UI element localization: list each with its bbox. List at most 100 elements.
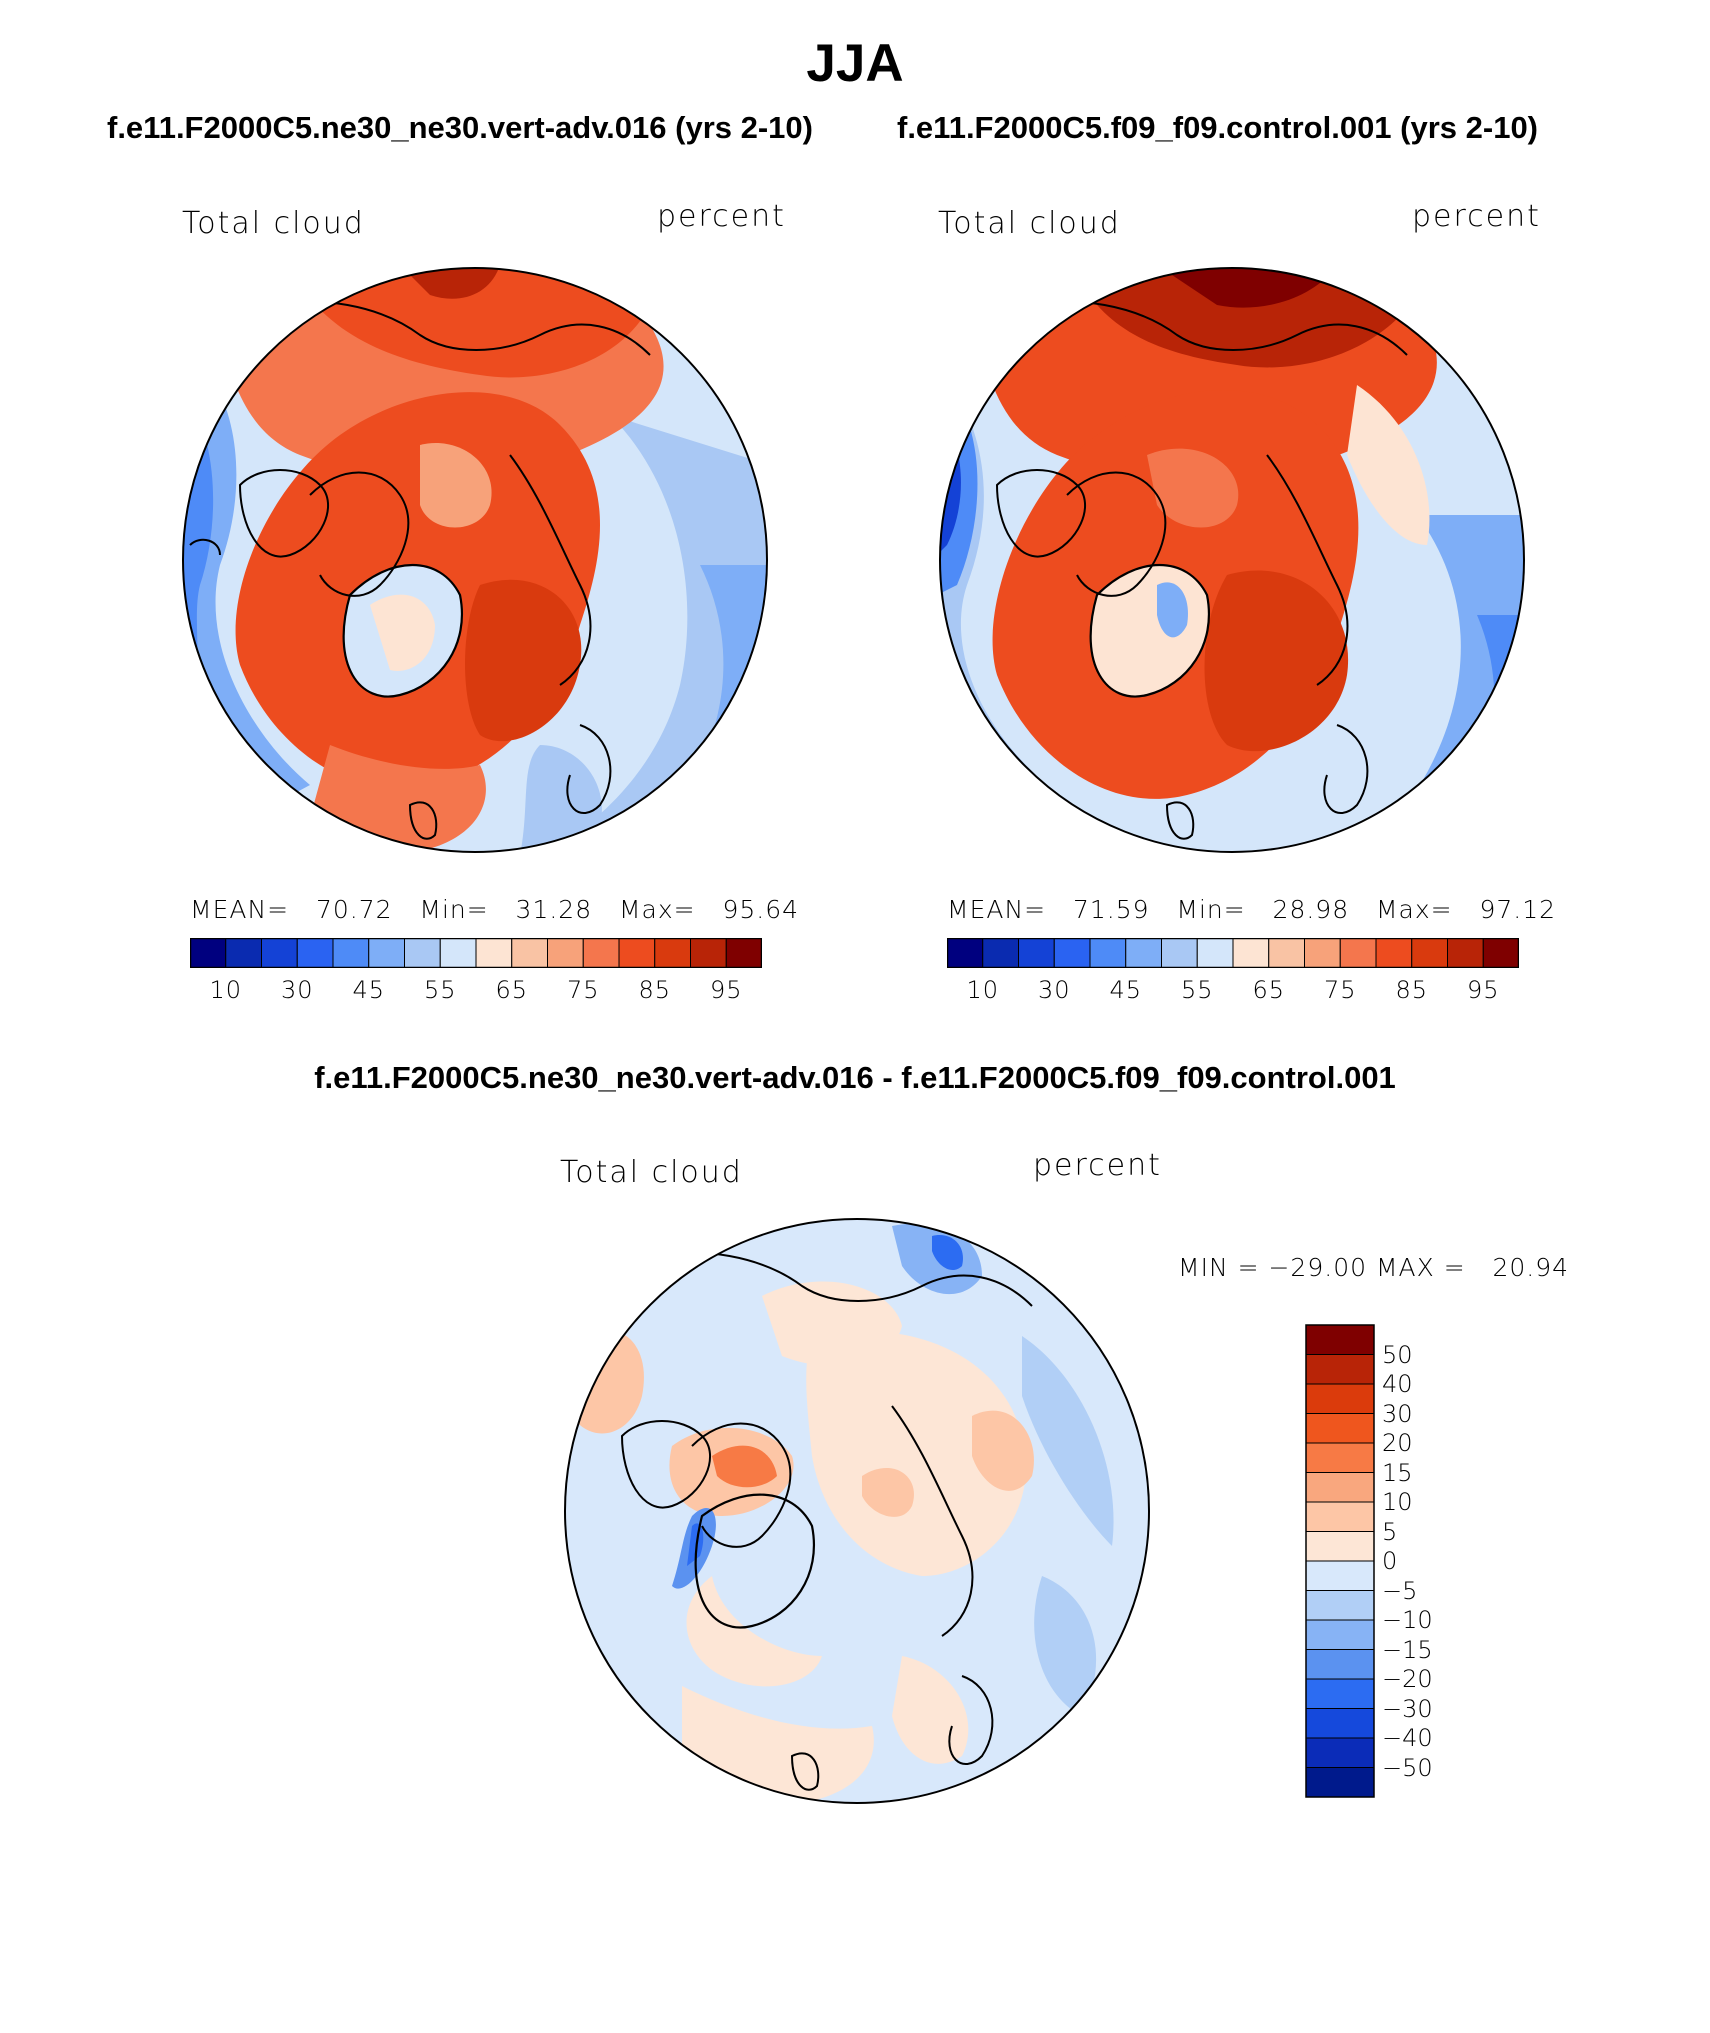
right-case-title: f.e11.F2000C5.f09_f09.control.001 (yrs 2…: [897, 110, 1539, 145]
right-colorbar-box: [1089, 938, 1127, 968]
diff-colorbar-label: 50: [1382, 1340, 1413, 1369]
diff-colorbar-box: [1305, 1678, 1375, 1709]
diff-colorbar-label: −50: [1382, 1753, 1433, 1782]
right-colorbar-box: [1447, 938, 1484, 968]
left-colorbar-tick-label: 45: [352, 976, 386, 1004]
diff-colorbar-box: [1305, 1501, 1375, 1532]
diff-colorbar-label: 15: [1382, 1458, 1413, 1487]
left-colorbar-tick-label: 10: [209, 976, 243, 1004]
diff-colorbar-box: [1305, 1442, 1375, 1473]
right-colorbar: [947, 938, 1519, 968]
diff-colorbar-box: [1305, 1590, 1375, 1621]
right-colorbar-box: [1125, 938, 1162, 968]
left-max-label: Max=: [618, 895, 696, 924]
diff-colorbar-box: [1305, 1413, 1375, 1444]
left-colorbar-box: [332, 938, 370, 968]
left-colorbar-tick-label: 30: [280, 976, 314, 1004]
figure-title: JJA: [806, 34, 904, 93]
diff-colorbar-label: 5: [1382, 1517, 1398, 1546]
right-colorbar-box: [1304, 938, 1341, 968]
diff-case-title: f.e11.F2000C5.ne30_ne30.vert-adv.016 - f…: [314, 1060, 1396, 1095]
diff-colorbar-box: [1305, 1324, 1375, 1355]
left-colorbar-tick-label: 65: [495, 976, 529, 1004]
diff-variable-label: Total cloud: [560, 1155, 743, 1190]
diff-colorbar-label: −20: [1382, 1665, 1433, 1693]
right-colorbar-outline: [947, 938, 1519, 968]
right-colorbar-box: [1375, 938, 1413, 968]
diff-colorbar-box: [1305, 1354, 1375, 1385]
right-colorbar-box: [1053, 938, 1091, 968]
right-colorbar-box: [1482, 938, 1519, 968]
right-variable-label: Total cloud: [938, 206, 1121, 241]
diff-colorbar-label: 30: [1382, 1399, 1413, 1428]
right-colorbar-tick-label: 45: [1109, 976, 1143, 1004]
right-mean-label: MEAN=: [947, 895, 1047, 924]
left-colorbar-box: [618, 938, 656, 968]
diff-units-label: percent: [1033, 1148, 1162, 1183]
diff-colorbar-label: −15: [1382, 1635, 1433, 1664]
right-max-value: 97.12: [1479, 895, 1557, 924]
left-colorbar-box: [225, 938, 262, 968]
left-polar-map: [182, 267, 768, 853]
right-colorbar-tick-label: 75: [1323, 976, 1357, 1004]
diff-colorbar-box: [1305, 1619, 1375, 1650]
left-colorbar-box: [582, 938, 620, 968]
left-colorbar-box: [725, 938, 762, 968]
right-colorbar-tick-label: 55: [1180, 976, 1214, 1004]
left-colorbar-tick-label: 55: [423, 976, 457, 1004]
diff-colorbar-label: −30: [1382, 1694, 1433, 1723]
left-colorbar-box: [475, 938, 513, 968]
left-colorbar-box: [368, 938, 405, 968]
diff-colorbar-box: [1305, 1649, 1375, 1680]
right-colorbar-tick-label: 85: [1395, 976, 1429, 1004]
left-case-title: f.e11.F2000C5.ne30_ne30.vert-adv.016 (yr…: [107, 110, 813, 145]
diff-colorbar-outline: [1305, 1324, 1375, 1798]
diff-min-max: MIN = −29.00 MAX = 20.94: [1178, 1253, 1570, 1282]
right-stats: MEAN= 71.59 Min= 28.98 Max= 97.12: [947, 895, 1556, 924]
right-colorbar-box: [982, 938, 1019, 968]
diff-colorbar-box: [1305, 1708, 1375, 1739]
left-colorbar-tick-label: 95: [709, 976, 743, 1004]
diff-colorbar-box: [1305, 1737, 1375, 1768]
left-colorbar-box: [439, 938, 477, 968]
diff-colorbar-box: [1305, 1472, 1375, 1503]
diff-colorbar: [1305, 1324, 1375, 1798]
diff-colorbar-box: [1305, 1531, 1375, 1562]
right-polar-map: [939, 267, 1525, 853]
left-colorbar-box: [190, 938, 227, 968]
right-colorbar-box: [1018, 938, 1055, 968]
diff-polar-map: [564, 1218, 1150, 1804]
right-colorbar-box: [1339, 938, 1377, 968]
left-colorbar-outline: [190, 938, 762, 968]
left-colorbar-box: [654, 938, 691, 968]
right-colorbar-box: [1196, 938, 1234, 968]
right-min-value: 28.98: [1272, 895, 1350, 924]
right-units-label: percent: [1412, 199, 1541, 234]
right-colorbar-ticks: 10 30 45 55 65 75 85 95: [947, 976, 1519, 1010]
diff-colorbar-label: 20: [1382, 1429, 1413, 1457]
left-colorbar-box: [261, 938, 298, 968]
diff-colorbar-label: −10: [1382, 1606, 1433, 1634]
right-max-label: Max=: [1375, 895, 1453, 924]
left-colorbar-box: [511, 938, 548, 968]
left-colorbar: [190, 938, 762, 968]
diff-colorbar-label: 10: [1382, 1488, 1413, 1516]
right-colorbar-tick-label: 95: [1466, 976, 1500, 1004]
right-min-label: Min=: [1176, 895, 1246, 924]
right-mean-value: 71.59: [1072, 895, 1150, 924]
left-colorbar-ticks: 10 30 45 55 65 75 85 95: [190, 976, 762, 1010]
diff-colorbar-label: 40: [1382, 1370, 1413, 1398]
left-colorbar-box: [296, 938, 334, 968]
left-colorbar-tick-label: 75: [566, 976, 600, 1004]
right-colorbar-box: [1161, 938, 1198, 968]
diff-colorbar-label: −5: [1382, 1576, 1418, 1605]
right-colorbar-box: [1232, 938, 1270, 968]
diff-colorbar-label: −40: [1382, 1724, 1433, 1752]
left-mean-label: MEAN=: [190, 895, 290, 924]
left-variable-label: Total cloud: [182, 206, 365, 241]
right-colorbar-tick-label: 10: [966, 976, 1000, 1004]
left-colorbar-tick-label: 85: [638, 976, 672, 1004]
left-colorbar-box: [690, 938, 727, 968]
right-colorbar-box: [1268, 938, 1305, 968]
right-colorbar-box: [1411, 938, 1448, 968]
